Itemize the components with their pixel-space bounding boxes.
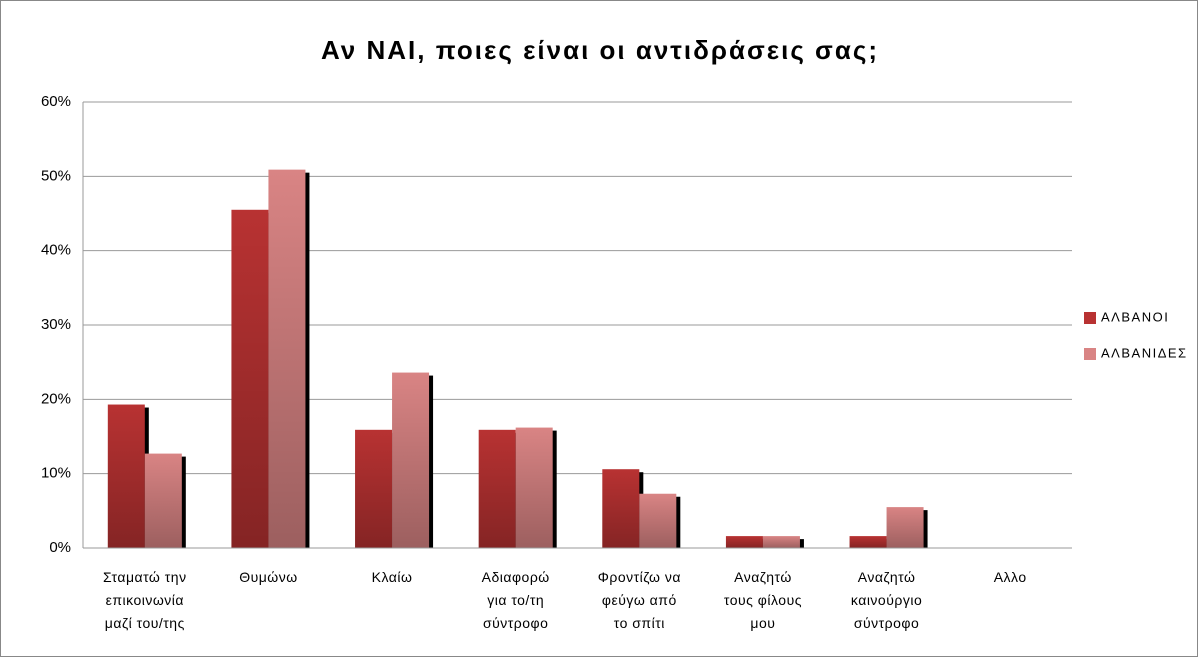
x-tick-label: Αλλο (993, 569, 1027, 585)
bar-shade (478, 429, 516, 548)
x-tick-label: Αναζητώ τους φίλους μου (723, 569, 802, 631)
bar-shade (107, 404, 145, 548)
x-tick-label: Θυμώνω (239, 569, 298, 585)
x-tick-label: Αδιαφορώ για το/τη σύντροφο (481, 569, 550, 631)
bar-shade (231, 209, 269, 549)
y-tick-label: 30% (41, 316, 71, 333)
bar-shade (392, 372, 430, 548)
legend-label: ΑΛΒΑΝΟΙ (1101, 309, 1169, 324)
bar-shade (849, 536, 887, 548)
bar-shade (144, 453, 182, 548)
x-tick-label: Σταματώ την επικοινωνία μαζί του/της (103, 569, 187, 631)
bar-shade (725, 536, 763, 548)
y-tick-label: 0% (49, 539, 71, 556)
y-tick-label: 10% (41, 465, 71, 482)
legend-swatch (1084, 312, 1096, 324)
y-tick-label: 50% (41, 167, 71, 184)
bar-shade (355, 429, 393, 548)
legend-swatch (1084, 348, 1096, 360)
bar-shade (515, 427, 553, 548)
bar-shade (268, 169, 306, 549)
bar-shade (639, 493, 677, 548)
x-tick-label: Κλαίω (371, 569, 413, 585)
bar-shade (886, 507, 924, 548)
x-tick-label: Αναζητώ καινούργιο σύντροφο (850, 569, 923, 631)
y-tick-label: 20% (41, 390, 71, 407)
y-tick-label: 40% (41, 242, 71, 259)
chart-title: Αν ΝΑΙ, ποιες είναι οι αντιδράσεις σας; (321, 35, 879, 65)
bar-shade (762, 536, 800, 548)
y-tick-label: 60% (41, 93, 71, 110)
bar-shade (602, 469, 640, 548)
x-tick-label: Φροντίζω να φεύγω από το σπίτι (597, 569, 681, 631)
legend-label: ΑΛΒΑΝΙΔΕΣ (1101, 345, 1188, 360)
